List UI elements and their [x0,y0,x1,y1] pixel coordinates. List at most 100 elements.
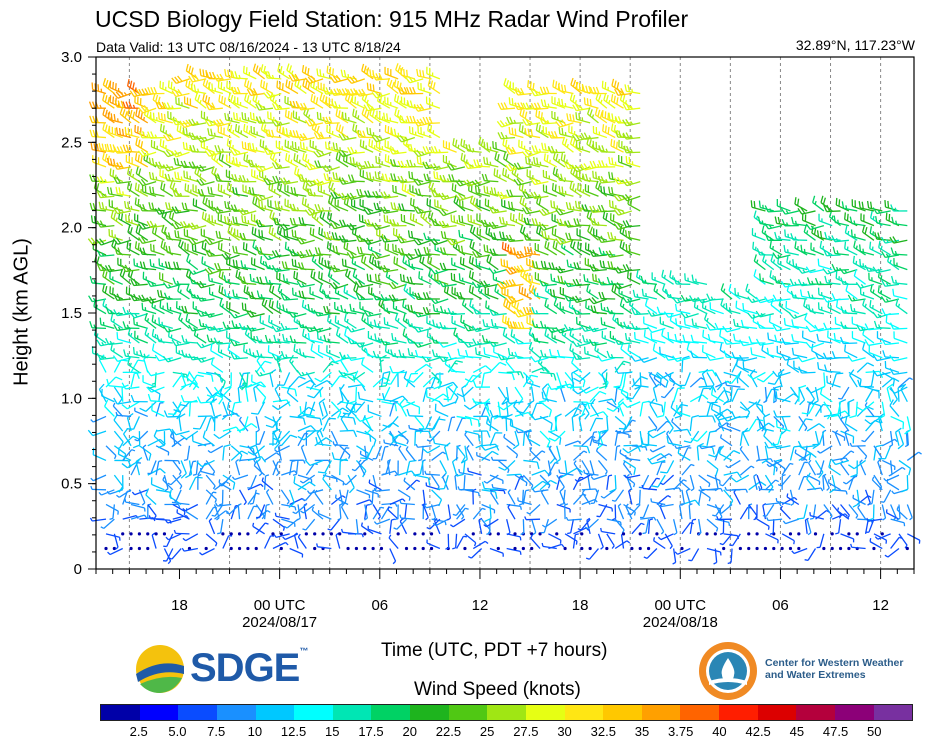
wind-barb-flag [197,473,202,477]
wind-barb-flag [301,217,305,225]
wind-barb-flag [360,343,364,347]
wind-barb [303,430,316,441]
wind-barb [117,414,132,418]
wind-barb-flag [394,352,397,357]
wind-barb-flag [174,117,180,125]
wind-barb-flag [423,504,427,509]
wind-barb-flag [535,261,539,269]
wind-barb [507,491,516,505]
wind-barb-flag [290,434,298,439]
wind-barb-flag [137,242,140,250]
wind-barb-flag [127,327,131,335]
wind-barb-flag [359,188,363,197]
wind-barb-flag [122,101,127,109]
wind-barb [113,533,119,548]
wind-barb-flag [390,128,394,136]
wind-barb-flag [126,241,129,249]
wind-barb [255,504,265,517]
wind-barb-flag [310,118,316,126]
wind-barb [534,415,549,421]
calm-dot [204,546,208,551]
wind-barb [186,275,199,285]
wind-barb-flag [372,176,375,181]
wind-barb-flag [528,327,533,335]
wind-barb-flag [276,300,279,308]
wind-barb-flag [388,147,394,155]
wind-barb-flag [216,206,222,214]
wind-barb-flag [129,80,133,88]
wind-barb-flag [388,274,391,279]
wind-barb-flag [391,281,397,289]
wind-barb [539,430,551,442]
wind-barb [125,269,140,273]
wind-barb [150,460,157,474]
wind-barb-flag [430,163,436,171]
wind-barb [481,489,496,493]
wind-barb-flag [408,424,411,429]
wind-barb [501,107,516,110]
wind-barb-flag [539,117,544,125]
wind-barb-flag [243,501,247,506]
wind-barb-flag [516,162,522,170]
wind-barb-flag [211,415,216,423]
wind-barb [456,415,471,420]
wind-barb-flag [245,67,248,75]
wind-barb-flag [271,286,275,294]
wind-barb-flag [106,378,110,386]
wind-barb-flag [543,282,547,286]
wind-barb-flag [138,227,142,235]
wind-barb [355,460,367,472]
wind-barb-flag [294,230,297,238]
wind-barb-flag [229,227,233,235]
wind-barb [234,251,249,256]
wind-barb-flag [553,373,557,381]
wind-barb [426,73,441,80]
wind-barb-flag [350,174,355,182]
wind-barb-flag [258,116,263,124]
wind-barb-flag [478,492,480,497]
wind-barb [144,319,157,329]
wind-barb [267,341,282,344]
wind-barb-flag [429,257,433,265]
wind-barb [200,401,215,404]
wind-barb [518,146,532,153]
calm-dot [154,532,158,536]
wind-barb-flag [304,333,307,338]
wind-barb-flag [529,382,534,389]
wind-barb-flag [312,228,315,236]
wind-barb [393,262,407,271]
wind-barb-flag [358,234,363,242]
wind-barb-flag [268,338,272,343]
wind-barb-flag [430,274,433,279]
wind-barb-flag [257,164,264,172]
wind-barb [113,359,122,373]
wind-barb-flag [205,80,209,88]
wind-barb-flag [404,136,408,141]
wind-barb-flag [304,183,308,191]
wind-barb [451,461,458,476]
wind-barb-flag [319,284,323,292]
wind-barb-flag [189,276,193,284]
wind-barb-flag [502,400,509,405]
calm-dot [530,546,534,551]
wind-barb-flag [116,206,121,214]
wind-barb-flag [210,338,213,342]
wind-barb-flag [532,532,537,536]
wind-barb-flag [230,352,235,360]
wind-barb-flag [536,225,539,233]
wind-barb-flag [302,78,306,87]
wind-barb-flag [171,177,174,182]
wind-barb-flag [333,191,338,199]
wind-barb [397,470,412,476]
wind-barb-flag [307,332,311,341]
wind-barb-flag [134,371,142,375]
wind-barb-flag [456,291,460,299]
wind-barb-flag [189,144,193,152]
wind-barb [109,174,123,183]
wind-barb-flag [313,179,319,186]
wind-barb-flag [391,332,394,341]
wind-barb-flag [408,497,411,501]
wind-barb [150,208,165,212]
wind-barb-flag [438,193,444,200]
wind-barb [318,190,332,197]
